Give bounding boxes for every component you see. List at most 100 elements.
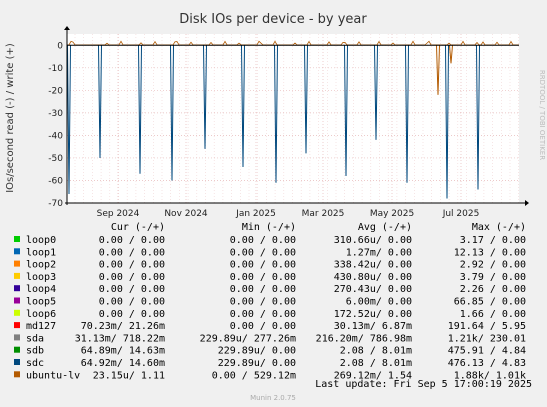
legend-cur: 64.92m/ 14.60m	[81, 358, 165, 369]
legend-avg: 270.43u/ 0.00	[334, 284, 412, 295]
y-tick-label: -10	[48, 64, 63, 74]
legend-name: loop2	[26, 260, 56, 271]
grid	[67, 34, 520, 204]
legend-min: 0.00 / 529.12m	[212, 370, 296, 381]
read-spike	[274, 45, 278, 183]
y-tick-label: -70	[48, 199, 63, 209]
legend-min: 0.00 / 0.00	[230, 321, 296, 332]
legend-swatch	[14, 359, 20, 365]
y-tick-label: -40	[48, 131, 63, 141]
legend-avg: 1.27m/ 0.00	[346, 247, 412, 258]
x-tick-label: Nov 2024	[164, 209, 208, 219]
legend-min: 0.00 / 0.00	[230, 309, 296, 320]
legend-avg: 172.52u/ 0.00	[334, 309, 412, 320]
legend-min: 229.89u/ 0.00	[218, 346, 296, 357]
legend-cur: 23.15u/ 1.11	[93, 370, 165, 381]
legend-max: 2.26 / 0.00	[460, 284, 526, 295]
legend-avg: 269.12m/ 1.54	[334, 370, 412, 381]
legend-max: 3.17 / 0.00	[460, 235, 526, 246]
axes	[64, 26, 529, 206]
legend-swatch	[14, 309, 20, 316]
legend-swatch	[14, 285, 20, 292]
rrdtool-label: RRDTOOL / TOBI OETIKER	[538, 70, 546, 160]
legend-max: 2.92 / 0.00	[460, 260, 526, 271]
legend-cur: 0.00 / 0.00	[99, 284, 165, 295]
legend-min: 0.00 / 0.00	[230, 247, 296, 258]
legend-min: 0.00 / 0.00	[230, 235, 296, 246]
legend-swatch	[14, 371, 20, 378]
legend-swatch	[14, 297, 20, 304]
legend-name: md127	[26, 321, 56, 332]
legend-avg: 310.66u/ 0.00	[334, 235, 412, 246]
legend-max: 1.66 / 0.00	[460, 309, 526, 320]
read-spike	[98, 45, 102, 158]
chart-title: Disk IOs per device - by year	[179, 12, 367, 27]
y-axis-arrow	[64, 26, 70, 30]
legend-avg: 430.80u/ 0.00	[334, 272, 412, 283]
legend-cur: 0.00 / 0.00	[99, 235, 165, 246]
x-tick-label: May 2025	[370, 209, 414, 219]
legend-cur: 0.00 / 0.00	[99, 272, 165, 283]
legend-avg: 2.08 / 8.01m	[340, 358, 412, 369]
legend-name: loop0	[26, 235, 56, 246]
legend-avg: 2.08 / 8.01m	[340, 346, 412, 357]
last-update: Last update: Fri Sep 5 17:00:19 2025	[315, 379, 532, 390]
legend-name: loop6	[26, 309, 56, 320]
x-axis-arrow	[525, 200, 529, 206]
x-tick-label: Jan 2025	[235, 209, 276, 219]
legend-cur: 0.00 / 0.00	[99, 309, 165, 320]
y-tick-label: -50	[48, 154, 63, 164]
legend-name: ubuntu-lv	[26, 370, 80, 381]
y-tick-label: -30	[48, 109, 63, 119]
legend-name: loop5	[26, 297, 56, 308]
legend-name: loop3	[26, 272, 56, 283]
legend-min: 0.00 / 0.00	[230, 297, 296, 308]
legend-cur: 0.00 / 0.00	[99, 260, 165, 271]
legend-max: 1.88k/ 1.01k	[454, 370, 526, 381]
y-axis-label: IOs/second read (-) / write (+)	[5, 43, 16, 193]
legend-cur: 31.13m/ 718.22m	[75, 333, 165, 344]
x-tick-label: Sep 2024	[97, 209, 140, 219]
plot-area	[67, 34, 519, 203]
legend-header-max: Max (-/+)	[472, 222, 526, 233]
read-spike	[344, 45, 348, 176]
legend-avg: 6.00m/ 0.00	[346, 297, 412, 308]
legend-max: 191.64 / 5.95	[448, 321, 526, 332]
legend-max: 476.13 / 4.83	[448, 358, 526, 369]
legend-name: loop1	[26, 247, 56, 258]
read-spike	[304, 45, 308, 154]
write-dip	[436, 45, 440, 95]
legend-min: 229.89u/ 277.26m	[200, 333, 296, 344]
read-spike	[138, 45, 142, 174]
legend-min: 0.00 / 0.00	[230, 284, 296, 295]
legend-cur: 70.23m/ 21.26m	[81, 321, 165, 332]
read-spike	[476, 45, 480, 190]
footer: Munin 2.0.75	[250, 394, 296, 402]
read-spike	[170, 45, 174, 181]
x-tick-label: Jul 2025	[442, 209, 480, 219]
legend-swatch	[14, 248, 20, 255]
legend-cur: 64.89m/ 14.63m	[81, 346, 165, 357]
legend: Cur (-/+) Min (-/+) Avg (-/+) Max (-/+) …	[14, 222, 526, 381]
legend-max: 12.13 / 0.00	[454, 247, 526, 258]
legend-min: 0.00 / 0.00	[230, 260, 296, 271]
x-ticks: Sep 2024 Nov 2024 Jan 2025 Mar 2025 May 2025…	[97, 209, 480, 219]
legend-name: sda	[26, 333, 44, 344]
legend-swatch	[14, 322, 20, 329]
legend-max: 475.91 / 4.84	[448, 346, 526, 357]
legend-swatch	[14, 236, 20, 242]
legend-name: sdb	[26, 346, 44, 357]
y-tick-label: -20	[48, 86, 63, 96]
legend-min: 229.89u/ 0.00	[218, 358, 296, 369]
legend-max: 66.85 / 0.00	[454, 297, 526, 308]
legend-avg: 30.13m/ 6.87m	[334, 321, 412, 332]
legend-header-avg: Avg (-/+)	[358, 222, 412, 233]
legend-swatch	[14, 334, 20, 341]
read-spike	[445, 45, 449, 199]
y-ticks: 0 -10 -20 -30 -40 -50 -60 -70	[48, 41, 63, 209]
legend-max: 1.21k/ 230.01	[448, 333, 526, 344]
legend-cur: 0.00 / 0.00	[99, 297, 165, 308]
legend-cur: 0.00 / 0.00	[99, 247, 165, 258]
legend-avg: 338.42u/ 0.00	[334, 260, 412, 271]
